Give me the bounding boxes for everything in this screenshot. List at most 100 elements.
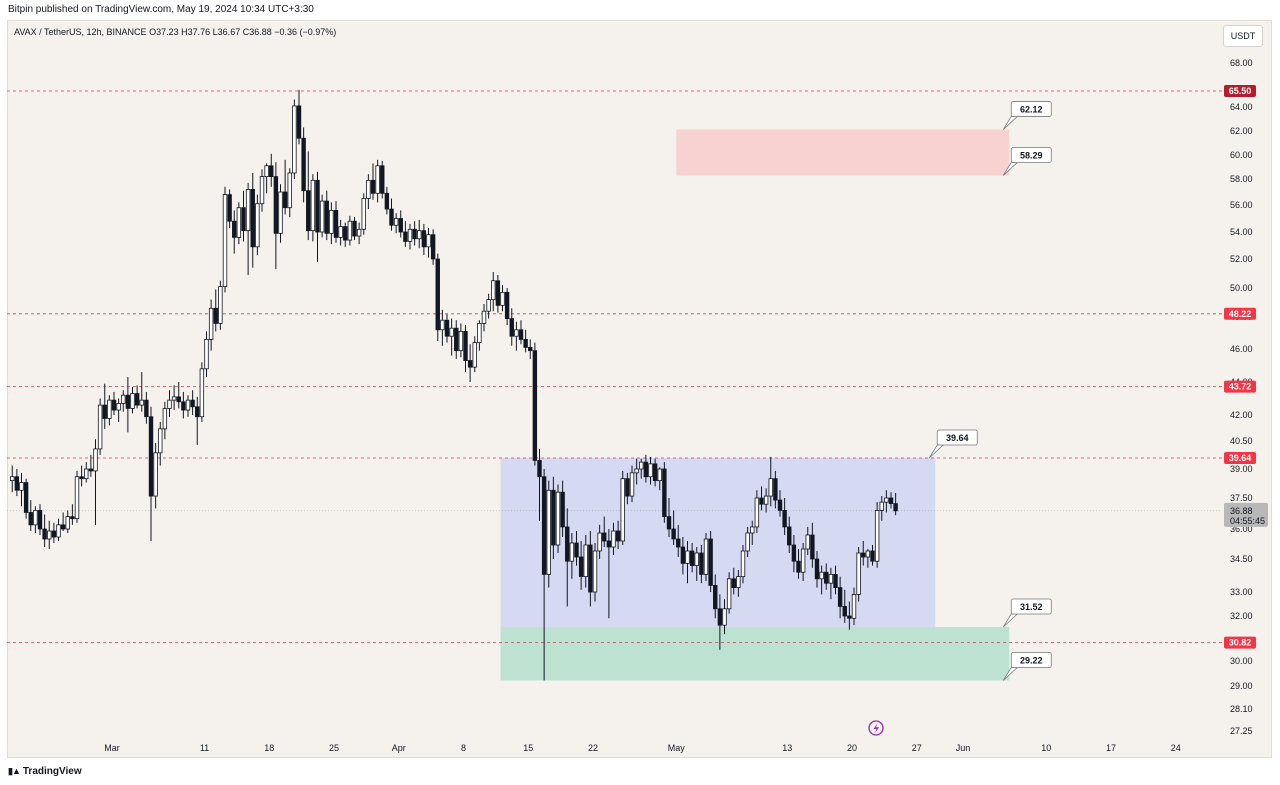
candle: [800, 543, 806, 581]
candle-body: [523, 338, 528, 348]
candle-body: [222, 194, 228, 287]
candle: [319, 194, 325, 238]
currency-button[interactable]: USDT: [1223, 25, 1263, 47]
candle: [352, 217, 357, 241]
resistance-zone: [676, 129, 1010, 176]
candle: [814, 551, 820, 588]
candle: [555, 484, 561, 553]
candle: [565, 508, 570, 607]
candle-body: [417, 230, 422, 240]
candle-body: [144, 399, 149, 418]
candle: [430, 229, 436, 265]
candle: [426, 227, 431, 258]
level-price-tag-bg: [1224, 380, 1256, 393]
candle: [421, 223, 427, 255]
candle-body: [717, 608, 723, 626]
candle: [444, 314, 450, 343]
candle: [467, 344, 473, 382]
candle-body: [125, 394, 131, 409]
candle: [828, 567, 834, 600]
price-tick-label: 52.00: [1230, 254, 1253, 264]
candle: [583, 535, 588, 588]
candle-body: [620, 478, 625, 542]
lightning-icon[interactable]: [868, 720, 884, 736]
time-tick-label: 18: [264, 743, 274, 753]
candle: [171, 385, 177, 411]
candle-body: [51, 530, 57, 538]
candle-body: [269, 165, 274, 178]
candle: [37, 504, 43, 535]
candle-body: [763, 495, 769, 505]
candle: [481, 303, 487, 332]
candle-body: [306, 190, 311, 232]
candle-body: [19, 482, 24, 491]
candle: [657, 467, 662, 491]
candle-body: [713, 585, 718, 610]
candle: [856, 547, 861, 602]
candle: [588, 531, 593, 607]
candle: [689, 543, 695, 573]
candle-body: [88, 468, 94, 472]
candle: [134, 385, 140, 409]
candle: [162, 401, 168, 440]
candle: [176, 382, 181, 409]
candle: [19, 472, 24, 507]
candle: [144, 391, 149, 424]
candle-body: [255, 203, 260, 248]
candle: [625, 472, 630, 505]
price-tick-label: 34.50: [1230, 554, 1253, 564]
resistance-high-callout-box: [1010, 101, 1052, 117]
candle: [629, 465, 635, 503]
candle-body: [93, 448, 98, 472]
time-axis: Mar 11 18 25 Apr 8 15 22 May 13 20 27 Jun 10 17 24: [104, 743, 1181, 753]
candle: [643, 454, 649, 483]
candle-body: [472, 342, 477, 368]
candle: [578, 541, 584, 590]
candle: [236, 202, 242, 245]
level-price-tag-text: 48.22: [1229, 309, 1252, 319]
candle: [703, 533, 709, 581]
candle: [393, 213, 399, 234]
time-tick-label: 20: [847, 743, 857, 753]
candle: [56, 518, 61, 541]
candle: [870, 545, 875, 566]
candle: [33, 506, 38, 533]
candle: [777, 490, 783, 517]
candle-body: [884, 497, 889, 503]
candle-body: [310, 179, 316, 232]
time-tick-label: 11: [200, 743, 209, 753]
price-tick-label: 58.00: [1230, 174, 1253, 184]
candle: [407, 223, 413, 250]
candle-body: [139, 399, 144, 406]
candle: [125, 377, 131, 433]
candle: [528, 339, 533, 359]
resistance-high-callout-text: 62.12: [1020, 105, 1043, 115]
candle-body: [162, 407, 168, 430]
candle: [269, 153, 274, 187]
candle: [375, 159, 380, 203]
candle-body: [273, 176, 279, 234]
candle: [116, 398, 121, 422]
candle-body: [782, 509, 787, 528]
candle-body: [560, 491, 565, 528]
candle: [158, 421, 163, 466]
candle-body: [532, 350, 538, 461]
candle: [763, 488, 769, 513]
candle-body: [615, 530, 621, 542]
candle-body: [648, 463, 653, 478]
candle: [380, 161, 385, 199]
time-tick-label: May: [668, 743, 686, 753]
price-tick-label: 27.25: [1230, 726, 1253, 736]
candle-body: [856, 552, 861, 595]
candle-body: [740, 550, 746, 578]
candle: [384, 186, 390, 215]
candle-body: [551, 489, 556, 546]
time-tick-label: 13: [782, 743, 792, 753]
level-price-tag-text: 43.72: [1229, 382, 1252, 392]
symbol-name[interactable]: AVAX / TetherUS, 12h, BINANCE: [14, 27, 147, 37]
candle: [773, 470, 778, 509]
candle: [181, 391, 186, 419]
candle-body: [384, 192, 390, 210]
candle-body: [643, 461, 649, 478]
